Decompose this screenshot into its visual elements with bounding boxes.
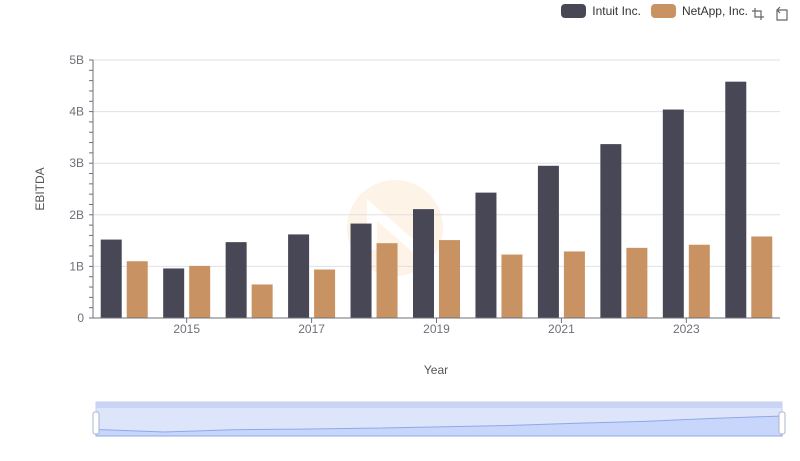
bar-intuit-2014[interactable] [100,239,122,318]
slider-handle-right[interactable] [778,411,786,435]
y-axis-label: EBITDA [33,167,47,210]
bar-netapp-2015[interactable] [189,265,211,318]
bar-intuit-2022[interactable] [600,144,622,318]
bar-intuit-2015[interactable] [163,268,185,318]
bar-netapp-2023[interactable] [688,244,710,318]
y-tick-label: 4B [69,105,84,119]
y-tick-label: 2B [69,208,84,222]
bar-netapp-2021[interactable] [563,251,585,318]
toolbox [750,6,790,22]
bar-netapp-2018[interactable] [376,243,398,318]
bar-intuit-2019[interactable] [413,209,434,318]
legend: Intuit Inc. NetApp, Inc. [561,4,748,18]
bar-netapp-2019[interactable] [439,240,460,318]
bar-netapp-2017[interactable] [314,269,336,318]
bar-netapp-2014[interactable] [126,261,148,318]
legend-label-intuit: Intuit Inc. [592,4,641,18]
legend-label-netapp: NetApp, Inc. [681,4,748,18]
legend-item-netapp[interactable]: NetApp, Inc. [650,4,748,18]
x-tick-label: 2015 [173,322,200,336]
bar-intuit-2020[interactable] [475,192,497,318]
legend-swatch-intuit [561,4,587,18]
x-axis-label: Year [424,363,448,377]
y-tick-label: 1B [69,259,84,273]
y-tick-label: 5B [69,53,84,67]
y-tick-label: 3B [69,156,84,170]
bar-intuit-2021[interactable] [537,165,559,318]
bar-intuit-2017[interactable] [288,234,310,318]
x-tick-label: 2019 [423,322,450,336]
bar-intuit-2018[interactable] [350,223,372,318]
legend-swatch-netapp [650,4,676,18]
restore-icon[interactable] [774,6,790,22]
bar-intuit-2023[interactable] [662,109,684,318]
x-tick-label: 2021 [548,322,575,336]
bar-netapp-2020[interactable] [501,254,523,318]
x-tick-label: 2023 [673,322,700,336]
bar-intuit-2024[interactable] [725,81,747,318]
slider-handle-left[interactable] [92,411,100,435]
x-tick-label: 2017 [298,322,325,336]
y-tick-label: 0 [77,311,84,325]
bar-netapp-2022[interactable] [626,247,648,318]
bar-netapp-2024[interactable] [751,236,773,318]
slider-top-bar[interactable] [96,402,782,408]
bar-intuit-2016[interactable] [225,242,247,318]
data-zoom-slider[interactable] [92,401,786,437]
legend-item-intuit[interactable]: Intuit Inc. [561,4,641,18]
zoom-icon[interactable] [750,6,766,22]
bar-netapp-2016[interactable] [251,284,273,318]
